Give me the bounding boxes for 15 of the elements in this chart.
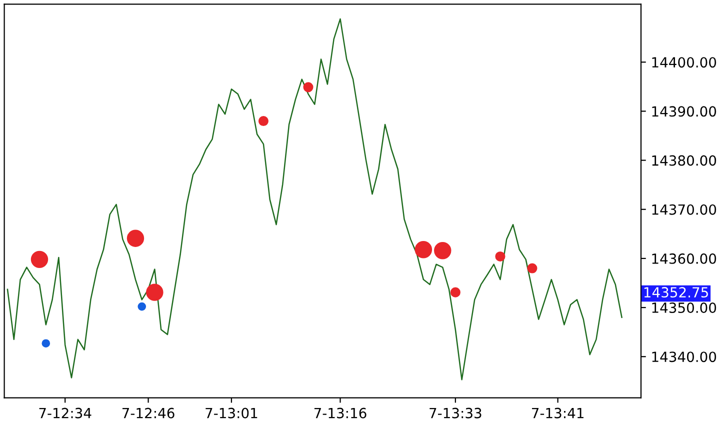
y-tick-label: 14360.00 xyxy=(652,253,716,264)
y-tick-label: 14350.00 xyxy=(652,302,716,314)
x-tick-label: 7-13:16 xyxy=(314,408,366,418)
line-series xyxy=(6,18,622,380)
text: 14352.75 xyxy=(644,287,708,298)
x-tick-label: 7-13:41 xyxy=(532,408,584,418)
x-tick-label: 7-12:46 xyxy=(122,408,174,418)
y-tick-label: 14400.00 xyxy=(652,57,716,68)
y-tick-label: 14370.00 xyxy=(652,204,716,215)
y-tick-label: 14340.00 xyxy=(652,352,716,362)
x-tick-label: 7-13:33 xyxy=(430,408,482,418)
y-tick-label: 14390.00 xyxy=(652,106,716,117)
x-tick-label: 7-13:01 xyxy=(206,408,258,418)
x-tick-label: 7-12:34 xyxy=(39,408,92,418)
y-tick-label: 14380.00 xyxy=(652,155,716,166)
